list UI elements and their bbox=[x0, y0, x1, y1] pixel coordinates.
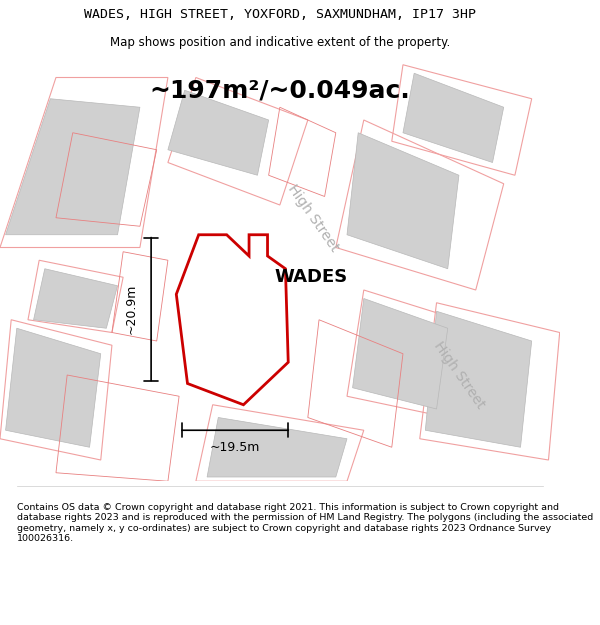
Polygon shape bbox=[425, 311, 532, 448]
Polygon shape bbox=[168, 90, 269, 175]
Polygon shape bbox=[353, 299, 448, 409]
Text: Contains OS data © Crown copyright and database right 2021. This information is : Contains OS data © Crown copyright and d… bbox=[17, 503, 593, 543]
Text: WADES, HIGH STREET, YOXFORD, SAXMUNDHAM, IP17 3HP: WADES, HIGH STREET, YOXFORD, SAXMUNDHAM,… bbox=[84, 8, 476, 21]
Text: ~197m²/~0.049ac.: ~197m²/~0.049ac. bbox=[149, 78, 410, 102]
Text: ~19.5m: ~19.5m bbox=[210, 441, 260, 454]
Text: WADES: WADES bbox=[274, 268, 347, 286]
Text: Map shows position and indicative extent of the property.: Map shows position and indicative extent… bbox=[110, 36, 450, 49]
Polygon shape bbox=[176, 235, 288, 405]
Text: High Street: High Street bbox=[285, 182, 341, 254]
Polygon shape bbox=[5, 328, 101, 448]
Polygon shape bbox=[34, 269, 118, 328]
Text: ~20.9m: ~20.9m bbox=[125, 284, 138, 334]
Polygon shape bbox=[347, 132, 459, 269]
Text: High Street: High Street bbox=[431, 339, 487, 411]
Polygon shape bbox=[207, 418, 347, 477]
Polygon shape bbox=[5, 99, 140, 235]
Polygon shape bbox=[403, 73, 504, 162]
